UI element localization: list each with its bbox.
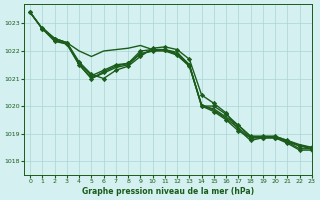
X-axis label: Graphe pression niveau de la mer (hPa): Graphe pression niveau de la mer (hPa) (82, 187, 254, 196)
